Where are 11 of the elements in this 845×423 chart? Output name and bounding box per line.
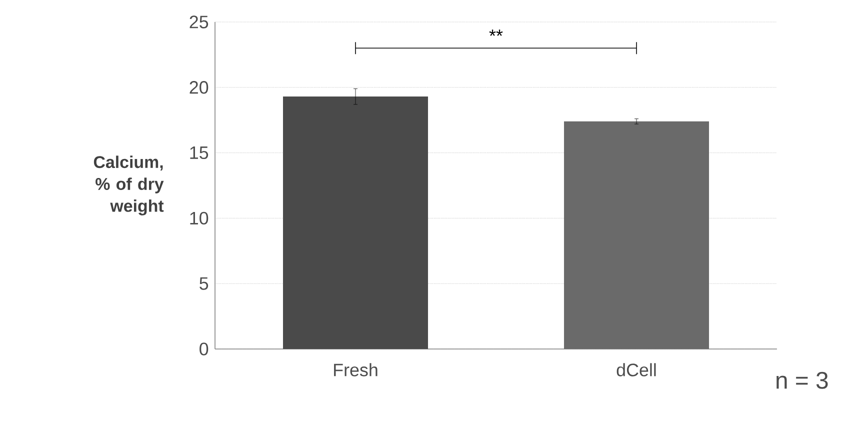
y-tick-label: 5	[200, 277, 208, 290]
y-tick-label: 10	[190, 212, 208, 225]
annotation: **	[489, 30, 503, 36]
y-tick-label: 20	[190, 81, 208, 94]
y-tick-label: 0	[200, 342, 208, 356]
text: n = 3	[776, 372, 828, 389]
y-tick-label: 25	[190, 16, 208, 28]
x-tick-label: Fresh	[334, 363, 378, 376]
y-tick-label: 15	[190, 146, 208, 160]
x-tick-label: dCell	[616, 363, 656, 376]
y-axis-title: Calcium, % of dry weight	[94, 156, 164, 216]
